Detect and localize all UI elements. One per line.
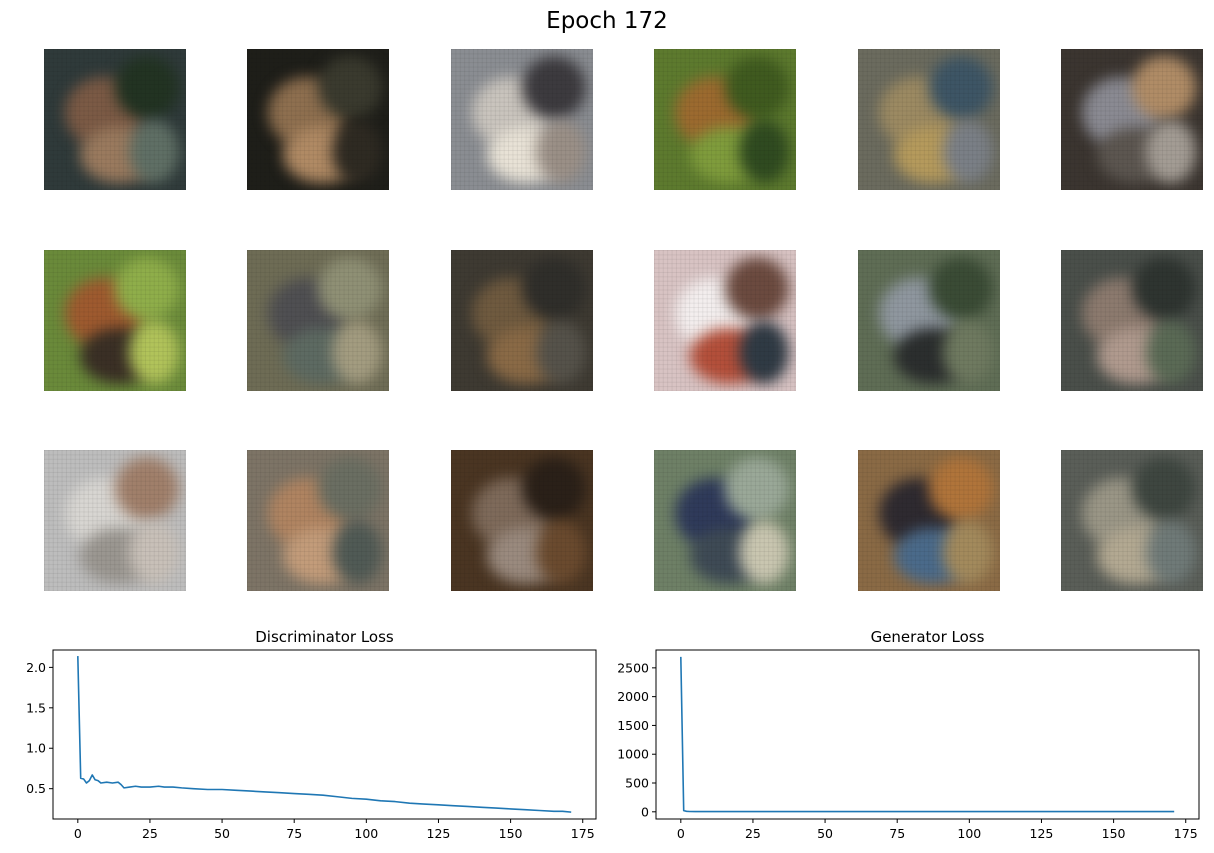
x-tick-label: 125 bbox=[427, 826, 451, 841]
y-tick-label: 1.0 bbox=[26, 741, 46, 756]
generated-sample-image bbox=[247, 250, 389, 391]
generated-sample-image bbox=[654, 250, 796, 391]
plot-area-frame bbox=[52, 649, 597, 820]
x-tick-label: 75 bbox=[286, 826, 302, 841]
x-tick-label: 75 bbox=[889, 826, 905, 841]
chart-title: Discriminator Loss bbox=[255, 628, 394, 646]
loss-series-line bbox=[77, 656, 572, 813]
generated-sample-image bbox=[247, 450, 389, 591]
y-tick-label: 1.5 bbox=[26, 700, 46, 715]
generated-sample-image bbox=[44, 49, 186, 190]
generated-sample-image bbox=[451, 450, 593, 591]
x-tick-label: 50 bbox=[214, 826, 230, 841]
generated-sample-image bbox=[858, 250, 1000, 391]
y-tick-label: 0 bbox=[641, 804, 649, 819]
y-tick-label: 1500 bbox=[617, 718, 649, 733]
y-tick-label: 2.0 bbox=[26, 660, 46, 675]
generated-sample-image bbox=[44, 250, 186, 391]
generated-sample-image bbox=[44, 450, 186, 591]
x-tick-label: 100 bbox=[354, 826, 378, 841]
generated-sample-image bbox=[1061, 49, 1203, 190]
generated-sample-image bbox=[858, 450, 1000, 591]
generated-sample-image bbox=[1061, 250, 1203, 391]
generated-sample-image bbox=[451, 49, 593, 190]
generated-sample-image bbox=[654, 450, 796, 591]
generated-sample-image bbox=[858, 49, 1000, 190]
y-tick-label: 2000 bbox=[617, 689, 649, 704]
generated-sample-image bbox=[1061, 450, 1203, 591]
x-tick-label: 175 bbox=[1174, 826, 1198, 841]
x-tick-label: 150 bbox=[1102, 826, 1126, 841]
generated-sample-image bbox=[654, 49, 796, 190]
y-tick-label: 0.5 bbox=[26, 781, 46, 796]
x-tick-label: 125 bbox=[1030, 826, 1054, 841]
x-tick-label: 100 bbox=[957, 826, 981, 841]
y-tick-label: 1000 bbox=[617, 747, 649, 762]
plot-area-frame bbox=[655, 649, 1200, 820]
y-tick-label: 2500 bbox=[617, 660, 649, 675]
x-tick-label: 50 bbox=[817, 826, 833, 841]
y-tick-label: 500 bbox=[625, 776, 649, 791]
figure-title: Epoch 172 bbox=[546, 8, 668, 34]
x-tick-label: 0 bbox=[74, 826, 82, 841]
x-tick-label: 150 bbox=[499, 826, 523, 841]
generated-sample-image bbox=[247, 49, 389, 190]
loss-series-line bbox=[680, 656, 1175, 813]
chart-title: Generator Loss bbox=[871, 628, 985, 646]
x-tick-label: 25 bbox=[745, 826, 761, 841]
x-tick-label: 0 bbox=[677, 826, 685, 841]
x-tick-label: 25 bbox=[142, 826, 158, 841]
generated-sample-image bbox=[451, 250, 593, 391]
x-tick-label: 175 bbox=[571, 826, 595, 841]
